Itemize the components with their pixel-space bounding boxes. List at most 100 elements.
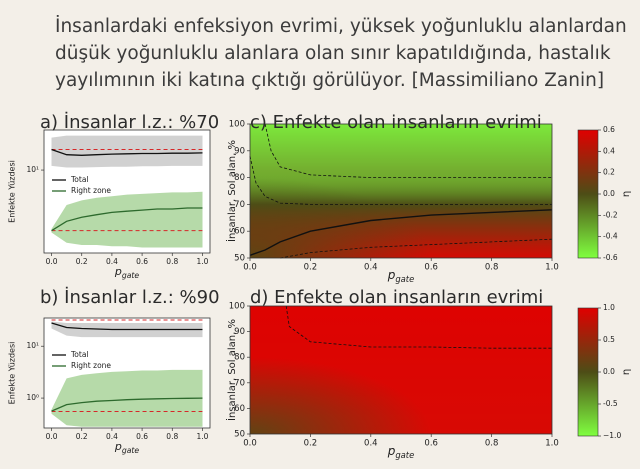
colorbar-tick-label: -0.2 [603,210,618,219]
x-axis-label: pgate [114,440,140,455]
y-tick-label: 90 [234,327,245,337]
x-tick-label: 0.6 [136,257,148,266]
legend-label: Total [70,350,89,359]
y-tick-label: 80 [234,173,245,183]
spread-band [51,191,203,248]
legend-label: Right zone [71,186,111,195]
x-tick-label: 0.0 [243,263,257,273]
legend-label: Right zone [71,361,111,370]
colorbar-tick-label: -0.4 [603,232,618,241]
colorbar-tick-label: 0.2 [603,168,615,177]
x-axis-label-part: gate [122,446,140,455]
header-line: düşük yoğunluklu alanlara olan sınır kap… [55,43,611,64]
colorbar [577,129,599,259]
x-axis-label: pgate [387,268,415,284]
colorbar [577,307,599,437]
x-tick-label: 0.0 [46,432,58,441]
colorbar-tick-label: 0.0 [603,367,615,376]
y-tick-label: 100 [229,302,245,312]
y-tick-label: 10¹ [26,341,39,350]
x-tick-label: 1.0 [196,257,208,266]
colorbar-tick-label: 0.0 [603,189,615,198]
colorbar-tick-label: -0.6 [603,253,618,262]
x-tick-label: 0.6 [136,432,148,441]
y-tick-label: 50 [234,254,245,264]
x-tick-label: 0.8 [166,257,178,266]
x-tick-label: 1.0 [545,263,559,273]
plot-frame [43,317,211,429]
y-tick-label: 70 [234,378,245,388]
y-tick-label: 10⁰ [26,393,39,402]
heatmap-shade [250,124,552,258]
colorbar-tick-label: 1.0 [603,303,615,312]
y-tick-label: 90 [234,146,245,156]
x-tick-label: 0.4 [364,439,378,449]
x-tick-label: 0.2 [76,257,88,266]
y-axis-label: Enfekte Yüzdesi [8,342,17,405]
y-axis-label: İnsanlar, Sol alan, % [225,140,238,242]
x-axis-label-part: p [114,440,122,453]
x-tick-label: 0.6 [424,263,438,273]
x-tick-label: 0.2 [304,439,318,449]
colorbar-tick-label: 0.6 [603,125,615,134]
spread-band [51,369,203,427]
series-line [51,397,203,412]
legend-label: Total [70,175,89,184]
x-axis-label-part: gate [395,450,414,460]
series-line [51,148,203,156]
y-axis-label: Enfekte Yüzdesi [8,160,17,223]
series-line [51,207,203,232]
panel-title: c) Enfekte olan insanların evrimi [250,112,542,133]
colorbar-tick-label: 0.4 [603,146,615,155]
x-tick-label: 0.0 [243,439,257,449]
spread-band [51,135,203,168]
x-tick-label: 1.0 [545,439,559,449]
contour-line [285,305,552,349]
x-tick-label: 0.4 [364,263,378,273]
x-tick-label: 0.8 [485,439,499,449]
colorbar-tick-label: 0.5 [603,335,615,344]
colorbar-label: η [621,191,632,197]
x-tick-label: 0.8 [485,263,499,273]
x-tick-label: 0.6 [424,439,438,449]
x-tick-label: 0.8 [166,432,178,441]
y-tick-label: 60 [234,404,245,414]
x-axis-label-part: gate [395,274,414,284]
contour-line [249,156,552,205]
plot-frame [249,123,553,259]
x-axis-label-part: gate [122,271,140,280]
x-axis-label-part: p [387,444,396,458]
y-tick-label: 50 [234,430,245,440]
contour-line [264,123,552,178]
y-axis-label: İnsanlar, Sol alan, % [225,319,238,421]
panel-title: d) Enfekte olan insanların evrimi [250,287,543,308]
y-tick-label: 80 [234,353,245,363]
x-axis-label: pgate [387,444,415,460]
x-tick-label: 0.2 [304,263,318,273]
contour-line [249,209,553,256]
x-axis-label-part: p [114,265,122,278]
plot-frame [249,305,553,435]
x-tick-label: 1.0 [196,432,208,441]
contour-line [280,238,553,259]
header-line: İnsanlardaki enfeksiyon evrimi, yüksek y… [55,16,627,37]
x-tick-label: 0.4 [106,432,118,441]
x-tick-label: 0.0 [46,257,58,266]
colorbar-tick-label: −1.0 [603,431,621,440]
colorbar-label: η [621,369,632,375]
y-tick-label: 70 [234,200,245,210]
x-axis-label: pgate [114,265,140,280]
x-tick-label: 0.2 [76,432,88,441]
heatmap-shade [250,306,552,434]
x-tick-label: 0.4 [106,257,118,266]
plot-frame [43,129,211,254]
y-tick-label: 100 [229,120,245,130]
header-line: yayılımının iki katına çıktığı görülüyor… [55,70,604,91]
x-axis-label-part: p [387,268,396,282]
panel-title: a) İnsanlar l.z.: %70 [40,112,219,133]
y-tick-label: 60 [234,227,245,237]
y-tick-label: 10¹ [26,165,39,174]
panel-title: b) İnsanlar l.z.: %90 [40,287,220,308]
series-line [51,322,203,331]
